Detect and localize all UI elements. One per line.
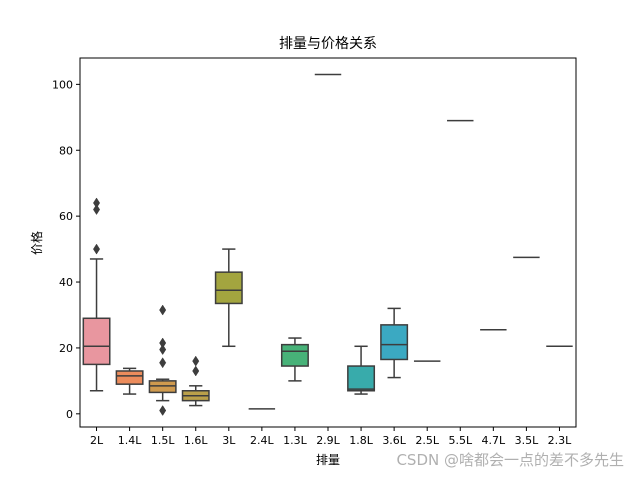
x-tick-label: 3.6L <box>382 434 406 447</box>
x-tick-label: 1.8L <box>349 434 373 447</box>
box-iqr <box>115 370 144 385</box>
x-tick-label: 1.5L <box>151 434 175 447</box>
x-tick-label: 1.6L <box>184 434 208 447</box>
x-tick-label: 2.9L <box>316 434 340 447</box>
outlier-point <box>159 337 167 349</box>
y-tick-label: 40 <box>59 276 73 289</box>
outlier-point <box>93 243 101 255</box>
box-iqr <box>214 271 243 305</box>
y-tick-label: 60 <box>59 210 73 223</box>
box-iqr <box>280 343 309 367</box>
y-tick-label: 0 <box>66 408 73 421</box>
x-tick-label: 3L <box>222 434 236 447</box>
box-iqr <box>347 365 376 392</box>
outlier-point <box>93 204 101 216</box>
box-iqr <box>380 324 409 361</box>
x-tick-label: 2.5L <box>415 434 439 447</box>
x-tick-label: 5.5L <box>448 434 472 447</box>
outlier-point <box>93 197 101 209</box>
box-3.6L <box>380 307 409 379</box>
outlier-point <box>159 304 167 316</box>
x-tick-label: 4.7L <box>482 434 506 447</box>
x-tick-label: 2.3L <box>548 434 572 447</box>
box-2L <box>82 197 111 392</box>
outlier-point <box>192 355 200 367</box>
x-tick-label: 1.4L <box>118 434 142 447</box>
box-3L <box>214 248 243 348</box>
box-1.6L <box>181 355 210 407</box>
y-tick-label: 20 <box>59 342 73 355</box>
plot-area: 0 20 40 60 80 100 2L 1.4L 1.5L 1.6L 3L 2.4L 1.3L 2.9L… <box>52 73 573 447</box>
x-tick-label: 2L <box>90 434 104 447</box>
watermark-text: CSDN @啥都会一点的差不多先生 <box>396 451 624 469</box>
x-tick-label: 2.4L <box>250 434 274 447</box>
chart-title: 排量与价格关系 <box>279 36 377 52</box>
box-iqr <box>82 317 111 366</box>
box-1.5L <box>148 304 177 416</box>
x-tick-label: 3.5L <box>515 434 539 447</box>
y-axis-label: 价格 <box>29 231 44 255</box>
outlier-point <box>159 405 167 416</box>
outlier-point <box>192 365 200 377</box>
x-tick-label: 1.3L <box>283 434 307 447</box>
box-1.4L <box>115 367 144 395</box>
box-iqr <box>148 380 177 394</box>
box-1.8L <box>347 345 376 395</box>
outlier-point <box>159 357 167 369</box>
box-1.3L <box>280 337 309 382</box>
x-axis-label: 排量 <box>316 453 340 467</box>
y-tick-label: 100 <box>52 78 73 91</box>
outlier-point <box>159 344 167 356</box>
plot-frame <box>79 57 577 428</box>
y-tick-label: 80 <box>59 144 73 157</box>
